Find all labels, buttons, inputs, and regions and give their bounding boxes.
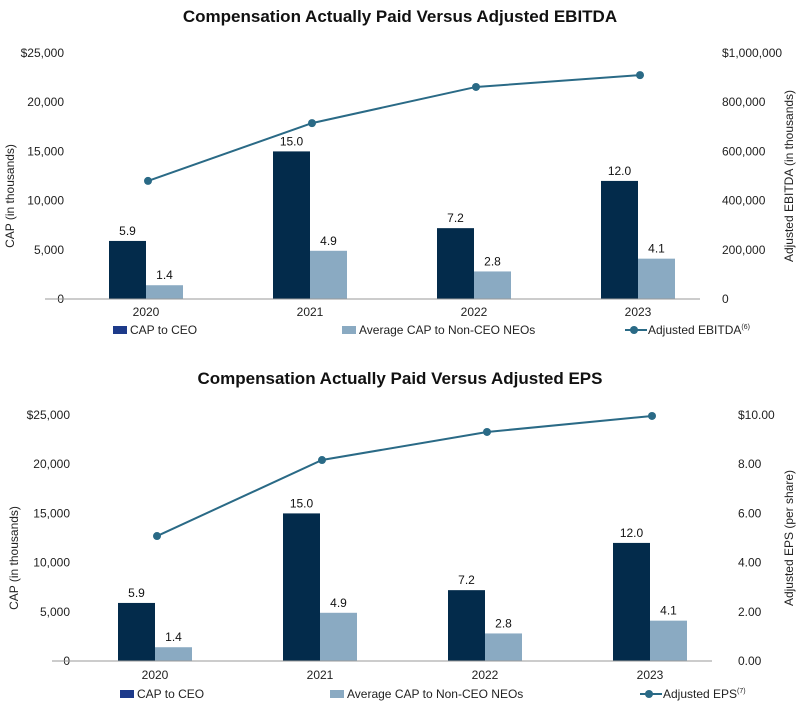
legend-label-line: Adjusted EPS(7) bbox=[663, 687, 746, 701]
y2-tick-label: 800,000 bbox=[722, 95, 766, 109]
chart-title: Compensation Actually Paid Versus Adjust… bbox=[183, 7, 617, 26]
legend-label-neo: Average CAP to Non-CEO NEOs bbox=[359, 323, 535, 337]
y2-tick-label: 8.00 bbox=[738, 457, 762, 471]
bar-cap-neo bbox=[320, 612, 357, 661]
bar-cap-neo bbox=[310, 250, 347, 299]
x-tick-label: 2022 bbox=[472, 668, 499, 682]
data-label: 2.8 bbox=[495, 616, 512, 630]
data-label: 1.4 bbox=[156, 268, 173, 282]
legend-footnote: (6) bbox=[741, 324, 750, 331]
x-tick-label: 2023 bbox=[625, 305, 652, 319]
bar-cap-neo bbox=[474, 271, 511, 299]
x-tick-label: 2021 bbox=[307, 668, 334, 682]
bar-cap-neo bbox=[146, 285, 183, 299]
y2-tick-label: 0.00 bbox=[738, 654, 762, 668]
x-tick-label: 2020 bbox=[133, 305, 160, 319]
line-point bbox=[153, 532, 161, 541]
y-tick-label: $25,000 bbox=[27, 408, 71, 422]
y-tick-label: 20,000 bbox=[27, 95, 64, 109]
bar-cap-neo bbox=[650, 620, 687, 661]
data-label: 12.0 bbox=[608, 164, 632, 178]
line-point bbox=[144, 176, 152, 185]
bar-cap-ceo bbox=[283, 513, 320, 661]
data-label: 4.9 bbox=[330, 596, 347, 610]
legend-swatch-neo bbox=[342, 326, 356, 334]
legend-swatch-ceo bbox=[113, 326, 127, 334]
bar-cap-ceo bbox=[273, 151, 310, 299]
bar-cap-ceo bbox=[601, 180, 638, 299]
y-tick-label: 5,000 bbox=[34, 243, 64, 257]
y2-tick-label: 400,000 bbox=[722, 194, 766, 208]
data-label: 4.1 bbox=[648, 242, 665, 256]
bar-cap-ceo bbox=[109, 240, 146, 299]
bar-cap-ceo bbox=[118, 602, 155, 661]
data-label: 7.2 bbox=[447, 211, 464, 225]
y-tick-label: 20,000 bbox=[33, 457, 70, 471]
line-point bbox=[636, 71, 644, 80]
y-axis-title: CAP (in thousands) bbox=[7, 506, 21, 610]
data-label: 15.0 bbox=[290, 496, 314, 510]
y2-tick-label: 2.00 bbox=[738, 605, 762, 619]
legend-swatch-ceo bbox=[120, 690, 134, 698]
data-label: 5.9 bbox=[119, 224, 136, 238]
line-point bbox=[318, 456, 326, 465]
y2-axis-title: Adjusted EBITDA (in thousands) bbox=[782, 90, 796, 262]
x-tick-label: 2020 bbox=[142, 668, 169, 682]
x-tick-label: 2023 bbox=[637, 668, 664, 682]
data-label: 15.0 bbox=[280, 134, 304, 148]
y-tick-label: 5,000 bbox=[40, 605, 70, 619]
x-tick-label: 2021 bbox=[297, 305, 324, 319]
legend-swatch-neo bbox=[330, 690, 344, 698]
legend-marker-icon bbox=[645, 690, 653, 698]
line-point bbox=[308, 119, 316, 128]
y2-tick-label: 6.00 bbox=[738, 506, 762, 520]
chart-1: Compensation Actually Paid Versus Adjust… bbox=[3, 7, 796, 337]
data-label: 2.8 bbox=[484, 254, 501, 268]
legend-line-name: Adjusted EPS bbox=[663, 687, 737, 701]
line-point bbox=[472, 82, 480, 91]
legend-label-neo: Average CAP to Non-CEO NEOs bbox=[347, 687, 523, 701]
line-series bbox=[156, 414, 653, 537]
y-tick-label: $25,000 bbox=[21, 46, 65, 60]
bar-cap-neo bbox=[155, 647, 192, 661]
legend-label-line: Adjusted EBITDA(6) bbox=[648, 323, 750, 337]
y-axis-title: CAP (in thousands) bbox=[3, 144, 17, 248]
y2-tick-label: 600,000 bbox=[722, 144, 766, 158]
data-label: 7.2 bbox=[458, 573, 475, 587]
y2-tick-label: 200,000 bbox=[722, 243, 766, 257]
legend-label-ceo: CAP to CEO bbox=[137, 687, 204, 701]
line-series bbox=[147, 74, 641, 182]
chart-2: Compensation Actually Paid Versus Adjust… bbox=[7, 369, 796, 701]
x-tick-label: 2022 bbox=[461, 305, 488, 319]
y2-tick-label: 0 bbox=[722, 292, 729, 306]
legend-footnote: (7) bbox=[737, 688, 746, 695]
bar-cap-neo bbox=[485, 633, 522, 661]
y-tick-label: 15,000 bbox=[27, 144, 64, 158]
y2-tick-label: $10.00 bbox=[738, 408, 775, 422]
y2-tick-label: 4.00 bbox=[738, 556, 762, 570]
y-tick-label: 10,000 bbox=[27, 194, 64, 208]
y-tick-label: 15,000 bbox=[33, 506, 70, 520]
data-label: 4.9 bbox=[320, 234, 337, 248]
y2-axis-title: Adjusted EPS (per share) bbox=[782, 470, 796, 606]
y-tick-label: 10,000 bbox=[33, 556, 70, 570]
bar-cap-neo bbox=[638, 258, 675, 299]
bar-cap-ceo bbox=[448, 590, 485, 661]
legend-marker-icon bbox=[630, 326, 638, 334]
bar-cap-ceo bbox=[613, 542, 650, 661]
chart-title: Compensation Actually Paid Versus Adjust… bbox=[198, 369, 603, 388]
data-label: 5.9 bbox=[128, 586, 145, 600]
line-point bbox=[648, 411, 656, 420]
data-label: 4.1 bbox=[660, 604, 677, 618]
data-label: 1.4 bbox=[165, 630, 182, 644]
legend-label-ceo: CAP to CEO bbox=[130, 323, 197, 337]
legend-line-name: Adjusted EBITDA bbox=[648, 323, 741, 337]
data-label: 12.0 bbox=[620, 526, 644, 540]
bar-cap-ceo bbox=[437, 228, 474, 299]
line-point bbox=[483, 427, 491, 436]
y2-tick-label: $1,000,000 bbox=[722, 46, 782, 60]
